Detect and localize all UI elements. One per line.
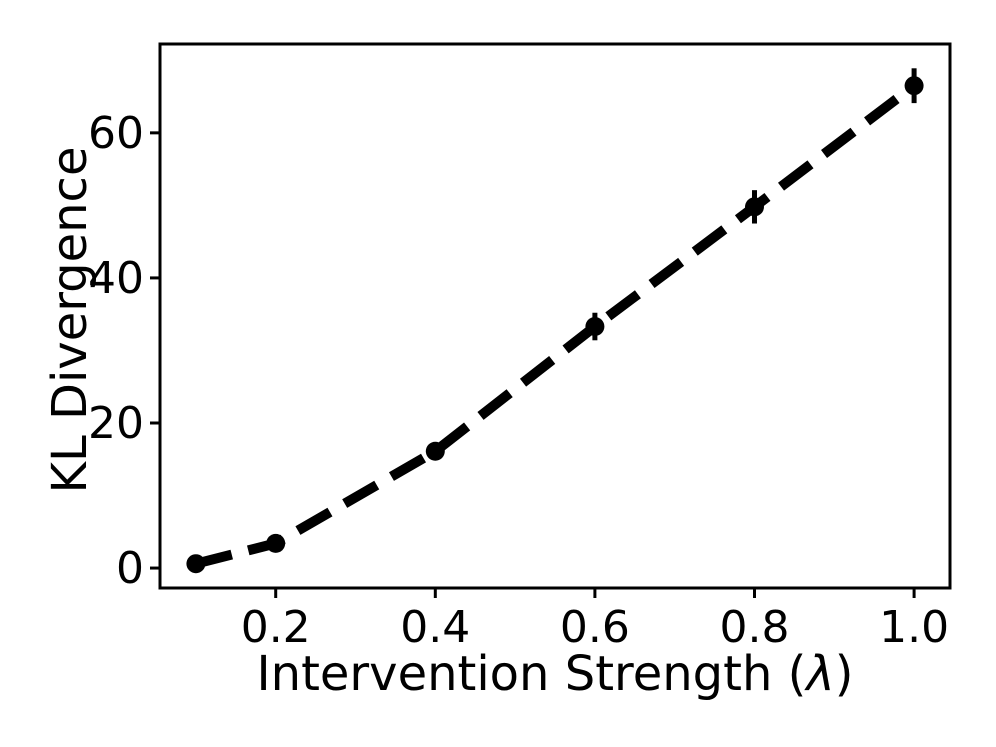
plot-frame: [158, 42, 952, 590]
data-point-marker: [186, 554, 206, 574]
x-tick-label: 0.4: [400, 602, 470, 653]
y-tick-label: 0: [116, 543, 144, 594]
data-point-marker: [744, 197, 764, 217]
data-point-marker: [425, 441, 445, 461]
data-point-marker: [266, 533, 286, 553]
x-tick-label: 0.8: [720, 602, 790, 653]
plot-frame-group: [158, 42, 952, 590]
x-axis-ticks: 0.2 0.4 0.6 0.8 1.0: [241, 588, 949, 653]
y-tick-label: 40: [88, 253, 144, 304]
data-series: [186, 68, 924, 574]
x-tick-label: 0.2: [241, 602, 311, 653]
lambda-symbol: λ: [803, 646, 834, 702]
data-line: [194, 81, 918, 569]
data-point-marker: [585, 317, 605, 337]
x-tick-label: 0.6: [560, 602, 630, 653]
y-tick-label: 60: [88, 108, 144, 159]
data-point-marker: [904, 76, 924, 96]
y-axis-label: KL Divergence: [42, 147, 98, 494]
x-axis-label: Intervention Strength (λ): [257, 646, 854, 702]
y-tick-label: 20: [88, 398, 144, 449]
y-axis-ticks: 0 20 40 60: [88, 108, 160, 594]
x-axis-label-text: Intervention Strength (: [257, 646, 807, 702]
x-axis-label-close-paren: ): [835, 646, 854, 702]
x-tick-label: 1.0: [879, 602, 949, 653]
